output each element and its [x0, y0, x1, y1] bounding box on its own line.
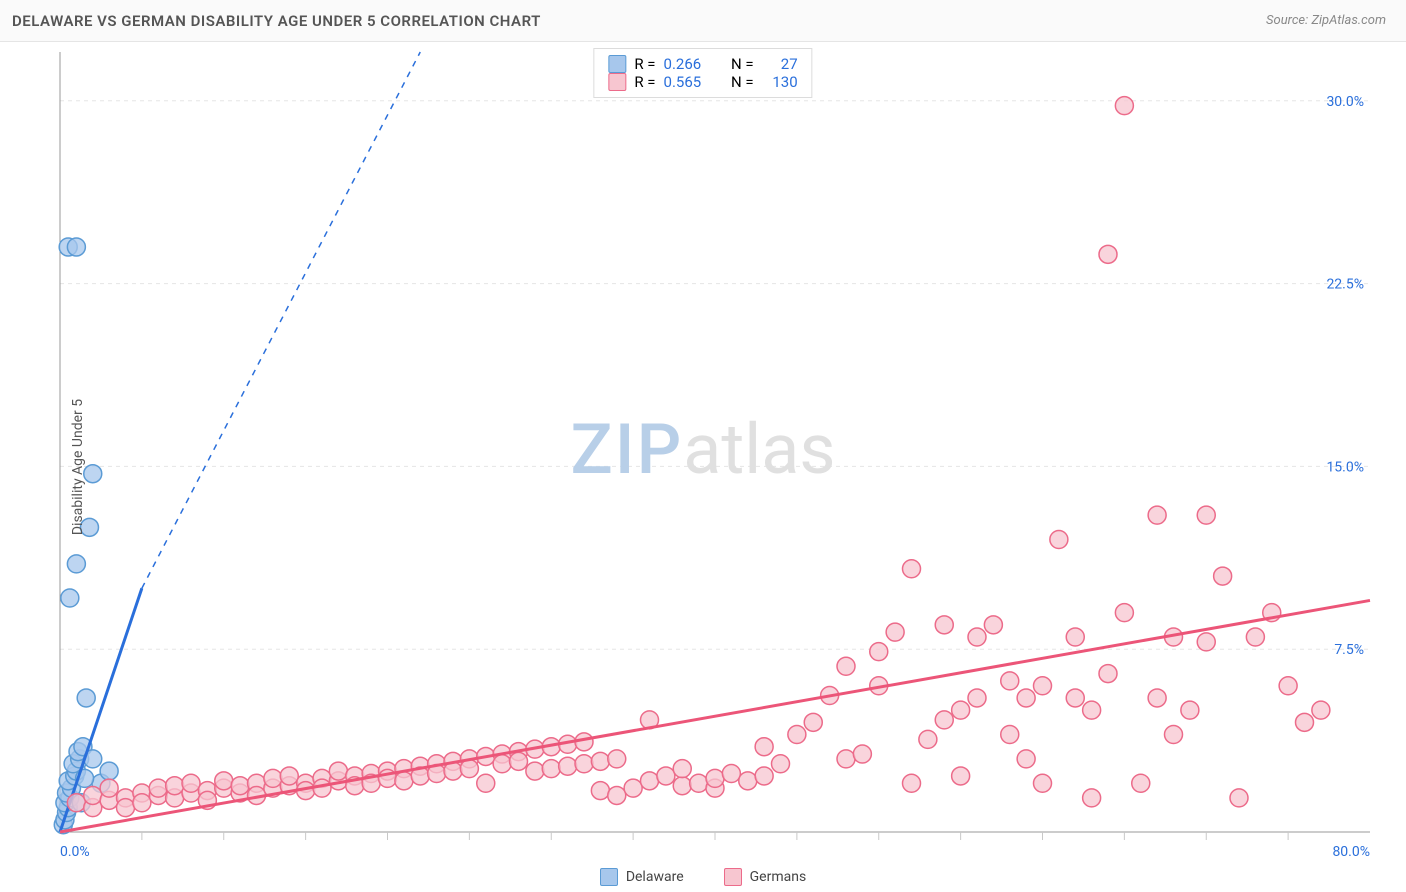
svg-text:22.5%: 22.5% [1326, 277, 1364, 293]
svg-text:30.0%: 30.0% [1326, 94, 1364, 110]
chart-area: Disability Age Under 5 ZIPatlas 7.5%15.0… [0, 42, 1406, 892]
svg-text:7.5%: 7.5% [1334, 642, 1364, 658]
series-legend: Delaware Germans [0, 868, 1406, 886]
legend-item: Germans [724, 868, 807, 886]
legend-swatch [600, 868, 618, 886]
header-bar: DELAWARE VS GERMAN DISABILITY AGE UNDER … [0, 0, 1406, 42]
svg-text:0.0%: 0.0% [60, 844, 90, 860]
y-axis-label: Disability Age Under 5 [70, 399, 86, 535]
source-label: Source: ZipAtlas.com [1266, 13, 1386, 28]
legend-item: Delaware [600, 868, 684, 886]
scatter-chart: 7.5% 15.0% 22.5% 30.0% 0.0% 80.0% [0, 42, 1406, 892]
legend-swatch [608, 73, 626, 91]
stats-row: R = 0.565 N = 130 [608, 73, 797, 91]
stats-row: R = 0.266 N = 27 [608, 55, 797, 73]
chart-title: DELAWARE VS GERMAN DISABILITY AGE UNDER … [12, 12, 541, 30]
svg-text:15.0%: 15.0% [1326, 459, 1364, 475]
stats-legend: R = 0.266 N = 27R = 0.565 N = 130 [593, 48, 812, 98]
legend-swatch [608, 55, 626, 73]
svg-text:80.0%: 80.0% [1332, 844, 1370, 860]
legend-swatch [724, 868, 742, 886]
